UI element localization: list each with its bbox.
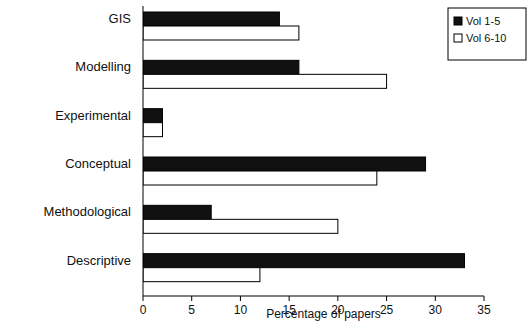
- x-tick: [435, 296, 436, 301]
- x-tick: [143, 296, 144, 301]
- x-tick: [191, 296, 192, 301]
- x-tick: [289, 296, 290, 301]
- x-tick-label: 25: [380, 303, 394, 317]
- bar: [143, 74, 387, 88]
- category-label: Conceptual: [65, 156, 131, 171]
- x-tick: [484, 296, 485, 301]
- x-tick-label: 30: [429, 303, 443, 317]
- legend: Vol 1-5 Vol 6-10: [448, 8, 526, 60]
- bar: [143, 123, 162, 137]
- y-axis-line: [143, 6, 144, 296]
- legend-label: Vol 1-5: [466, 15, 500, 27]
- legend-swatch: [454, 34, 462, 42]
- category-label: Modelling: [75, 59, 131, 74]
- x-tick-label: 35: [477, 303, 491, 317]
- bar: [143, 171, 377, 185]
- x-tick-label: 0: [140, 303, 147, 317]
- x-tick: [386, 296, 387, 301]
- x-tick-label: 10: [234, 303, 248, 317]
- bar: [143, 12, 279, 26]
- bar: [143, 26, 299, 40]
- bar: [143, 219, 338, 233]
- bar: [143, 268, 260, 282]
- bar: [143, 254, 465, 268]
- legend-box: [448, 8, 526, 60]
- bars: [143, 12, 465, 282]
- bar: [143, 109, 162, 123]
- x-axis-label: Percentage of papers: [266, 307, 381, 321]
- bar: [143, 60, 299, 74]
- x-tick: [337, 296, 338, 301]
- category-label: Methodological: [44, 204, 132, 219]
- category-label: Descriptive: [67, 253, 131, 268]
- bar: [143, 205, 211, 219]
- legend-label: Vol 6-10: [466, 32, 506, 44]
- bar: [143, 157, 426, 171]
- x-axis-line: [143, 296, 484, 297]
- category-label: GIS: [109, 11, 132, 26]
- x-tick-label: 5: [188, 303, 195, 317]
- legend-swatch: [454, 17, 462, 25]
- category-label: Experimental: [55, 108, 131, 123]
- x-tick: [240, 296, 241, 301]
- chart: GIS Modelling Experimental Conceptual Method…: [0, 0, 531, 324]
